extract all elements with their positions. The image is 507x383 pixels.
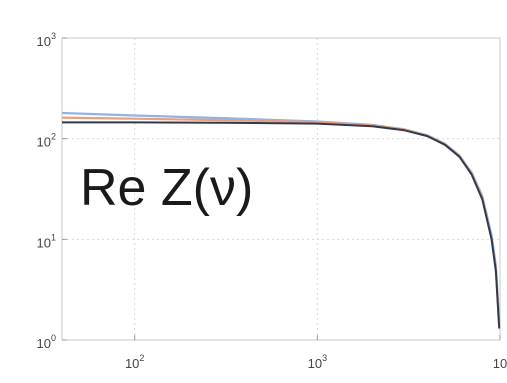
y-tick-label: 100 xyxy=(37,333,56,351)
plot-area-frame xyxy=(61,37,501,341)
series-layer xyxy=(61,111,501,329)
series-line-3 xyxy=(62,121,501,329)
y-tick-label: 103 xyxy=(37,31,56,49)
x-axis-ticks: 102 103 10 xyxy=(125,335,507,371)
x-tick-label: 102 xyxy=(125,353,144,371)
x-tick-label: 10 xyxy=(493,356,507,371)
annotation-label: Re Z(ν) xyxy=(80,159,253,217)
y-tick-label: 101 xyxy=(37,232,56,250)
y-axis-ticks: 100 101 102 103 xyxy=(37,31,67,351)
y-tick-label: 102 xyxy=(37,132,56,150)
x-tick-label: 103 xyxy=(308,353,327,371)
